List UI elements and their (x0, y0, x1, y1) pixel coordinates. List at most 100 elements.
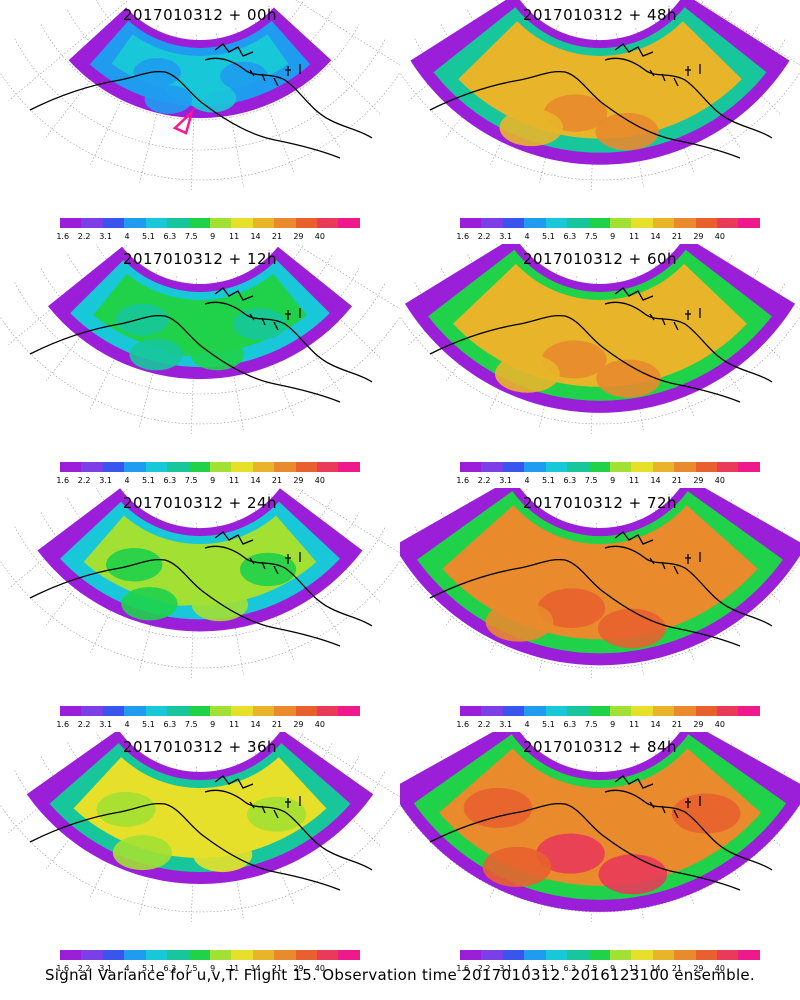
colorbar-swatch (545, 462, 568, 472)
colorbar-tick-label: 29 (693, 720, 704, 729)
variance-field (400, 488, 800, 666)
colorbar-swatch (295, 706, 318, 716)
panel-title: 2017010312 + 72h (522, 494, 678, 512)
colorbar-swatch (502, 218, 525, 228)
colorbar-swatch (274, 706, 296, 716)
colorbar-tick-label: 14 (250, 476, 261, 485)
colorbar-tick-label: 21 (671, 476, 683, 485)
colorbar-swatch (317, 706, 339, 716)
colorbar-tick-label: 1.6 (56, 720, 70, 729)
colorbar-tick-label: 7.5 (184, 232, 198, 241)
colorbar-swatch (460, 706, 482, 716)
colorbar-swatch (652, 462, 675, 472)
map-panel: 2017010312 + 60h 1.6 2.2 3.1 4 5.1 6.3 7.5 9 11 14… (400, 244, 800, 489)
colorbar-swatch (609, 706, 632, 716)
panel-title: 2017010312 + 12h (122, 250, 278, 268)
coastlines (29, 43, 373, 159)
colorbar-tick-label: 3.1 (99, 232, 112, 241)
colorbar-swatch (274, 462, 296, 472)
colorbar-tick-label: 6.3 (563, 232, 577, 241)
colorbar-tick-label: 3.1 (499, 964, 512, 973)
colorbar-swatch (295, 218, 318, 228)
colorbar (460, 706, 760, 716)
colorbar-tick-label: 29 (293, 476, 304, 485)
colorbar-tick-label: 6.3 (163, 964, 177, 973)
colorbar-tick-label: 14 (650, 476, 661, 485)
colorbar-tick-label: 4 (124, 964, 130, 973)
colorbar-tick-label: 40 (314, 476, 325, 485)
colorbar-labels: 1.6 2.2 3.1 4 5.1 6.3 7.5 9 11 14 21 29 40 (52, 476, 372, 488)
colorbar-tick-label: 5.1 (542, 232, 555, 241)
colorbar-tick-label: 14 (250, 720, 261, 729)
colorbar-swatch (252, 218, 275, 228)
colorbar-labels: 1.6 2.2 3.1 4 5.1 6.3 7.5 9 11 14 21 29 40 (452, 476, 772, 488)
coastlines (429, 531, 773, 647)
colorbar-swatch (338, 218, 360, 228)
colorbar-swatch (102, 950, 125, 960)
colorbar-tick-label: 6.3 (163, 232, 177, 241)
variance-field (26, 732, 374, 884)
colorbar-swatch (481, 706, 503, 716)
colorbar-swatch (695, 950, 718, 960)
variance-field (400, 732, 800, 912)
colorbar-swatch (252, 462, 275, 472)
colorbar-tick-label: 7.5 (584, 720, 598, 729)
colorbar-tick-label: 2.2 (77, 720, 91, 729)
colorbar-swatch (738, 462, 760, 472)
colorbar-swatch (338, 462, 360, 472)
colorbar-tick-label: 29 (293, 720, 304, 729)
colorbar-tick-label: 4 (524, 476, 530, 485)
map-panel: 2017010312 + 24h 1.6 2.2 3.1 4 5.1 6.3 7.5 9 11 14… (0, 488, 400, 733)
colorbar-swatch (545, 950, 568, 960)
colorbar-swatch (252, 706, 275, 716)
colorbar (460, 218, 760, 228)
colorbar-tick-label: 5.1 (142, 232, 155, 241)
colorbar-swatch (652, 706, 675, 716)
colorbar-swatch (209, 706, 232, 716)
colorbar-swatch (460, 218, 482, 228)
colorbar-tick-label: 6.3 (563, 964, 577, 973)
colorbar-tick-label: 2.2 (477, 232, 491, 241)
colorbar-swatch (609, 462, 632, 472)
colorbar-tick-label: 2.2 (477, 964, 491, 973)
colorbar-swatch (252, 950, 275, 960)
colorbar-swatch (567, 218, 589, 228)
panel-title: 2017010312 + 36h (122, 738, 278, 756)
colorbar-tick-label: 21 (271, 720, 283, 729)
colorbar-swatch (695, 462, 718, 472)
panel-title: 2017010312 + 60h (522, 250, 678, 268)
coastlines (29, 287, 373, 403)
map-panel: 2017010312 + 48h 1.6 2.2 3.1 4 5.1 6.3 7.5 9 11 14… (400, 0, 800, 245)
colorbar-tick-label: 7.5 (584, 232, 598, 241)
colorbar-tick-label: 1.6 (456, 964, 470, 973)
colorbar-tick-label: 21 (271, 232, 283, 241)
colorbar-tick-label: 40 (314, 720, 325, 729)
colorbar (60, 706, 360, 716)
colorbar-swatch (102, 706, 125, 716)
colorbar-swatch (209, 950, 232, 960)
colorbar-tick-label: 11 (629, 232, 640, 241)
colorbar-tick-label: 1.6 (56, 476, 70, 485)
figure-caption: Signal Variance for u,v,T. Flight 15. Ob… (44, 966, 756, 984)
colorbar-tick-label: 29 (693, 964, 704, 973)
colorbar-tick-label: 11 (629, 476, 640, 485)
colorbar-tick-label: 40 (714, 476, 725, 485)
colorbar-tick-label: 14 (250, 232, 261, 241)
colorbar-tick-label: 7.5 (584, 964, 598, 973)
colorbar-tick-label: 1.6 (56, 964, 70, 973)
colorbar-tick-label: 21 (271, 476, 283, 485)
colorbar-swatch (188, 462, 210, 472)
map-panel: 2017010312 + 00h 1.6 2.2 3.1 4 5.1 6.3 7.5 9 11 14… (0, 0, 400, 245)
colorbar-tick-label: 6.3 (563, 476, 577, 485)
colorbar-tick-label: 1.6 (56, 232, 70, 241)
variance-map (0, 0, 400, 190)
colorbar-swatch (274, 218, 296, 228)
colorbar-tick-label: 2.2 (477, 476, 491, 485)
colorbar-swatch (545, 218, 568, 228)
colorbar-swatch (102, 462, 125, 472)
colorbar-tick-label: 5.1 (542, 964, 555, 973)
colorbar-swatch (317, 950, 339, 960)
colorbar-tick-label: 9 (610, 720, 616, 729)
colorbar-labels: 1.6 2.2 3.1 4 5.1 6.3 7.5 9 11 14 21 29 40 (52, 232, 372, 244)
colorbar-tick-label: 11 (229, 232, 240, 241)
